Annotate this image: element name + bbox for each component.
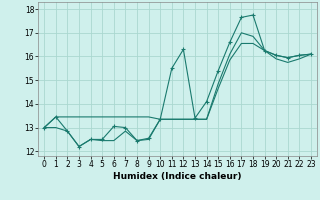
X-axis label: Humidex (Indice chaleur): Humidex (Indice chaleur) [113, 172, 242, 181]
